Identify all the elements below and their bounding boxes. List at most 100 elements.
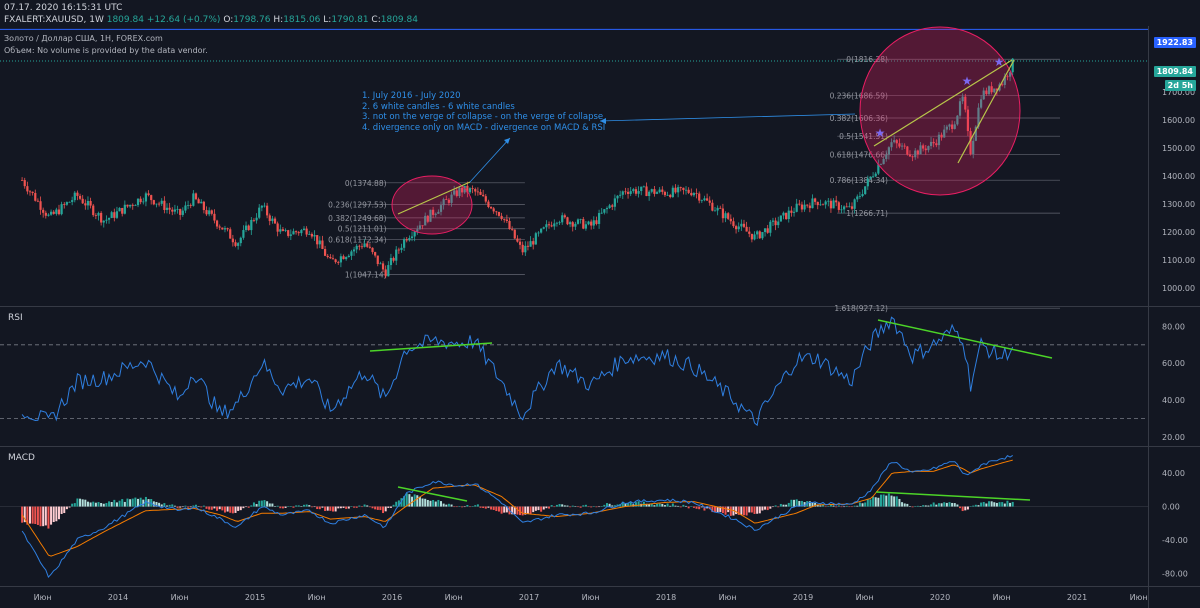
macd-histogram-bar (998, 502, 1001, 507)
candle-body (426, 215, 429, 222)
candle-body (260, 205, 263, 208)
macd-histogram-bar (861, 503, 864, 507)
candle-body (853, 199, 856, 209)
time-axis-tick-label: Июн (1130, 593, 1148, 602)
candle-body (192, 193, 195, 206)
macd-histogram-bar (468, 506, 471, 508)
macd-histogram-bar (137, 498, 140, 507)
candle-body (763, 228, 767, 233)
candle-body (113, 212, 116, 218)
macd-histogram-bar (890, 495, 893, 507)
macd-histogram-bar (192, 505, 195, 507)
candle-body (748, 231, 751, 234)
time-axis-tick-label: Июн (582, 593, 600, 602)
candle-body (587, 221, 590, 225)
candle-body (653, 189, 656, 194)
candle-body (297, 232, 300, 234)
macd-histogram-bar (81, 499, 84, 507)
macd-histogram-bar (595, 506, 598, 508)
candle-body (713, 210, 717, 212)
fib-level-label: 0(1816.28) (846, 55, 888, 64)
macd-histogram-bar (382, 506, 385, 514)
candle-body (980, 99, 983, 108)
candle-body (189, 205, 192, 207)
candle-body (721, 208, 725, 219)
macd-histogram-bar (292, 506, 295, 508)
macd-histogram-bar (200, 506, 203, 508)
macd-histogram-bar (919, 506, 922, 507)
macd-histogram-bar (168, 504, 171, 507)
macd-histogram-bar (582, 505, 585, 507)
trendline (873, 59, 1013, 147)
macd-histogram-bar (513, 506, 516, 515)
candle-body (408, 238, 411, 241)
candle-body (271, 218, 274, 222)
macd-histogram-bar (42, 506, 45, 527)
candle-body (513, 229, 516, 239)
candle-body (213, 213, 216, 221)
macd-histogram-bar (371, 506, 374, 509)
countdown-tag: 2d 5h (1164, 80, 1196, 91)
macd-histogram-bar (534, 506, 537, 511)
candle-body (160, 200, 163, 204)
candle-body (73, 192, 76, 201)
macd-histogram-bar (766, 506, 769, 511)
candle-body (732, 221, 735, 227)
macd-histogram-bar (648, 504, 651, 507)
time-axis-tick-label: 2020 (930, 593, 950, 602)
macd-histogram-bar (642, 501, 645, 507)
candle-body (922, 145, 925, 149)
candle-body (284, 230, 287, 231)
macd-histogram-bar (603, 504, 606, 507)
macd-histogram-bar (450, 504, 453, 507)
candle-body (484, 196, 487, 202)
macd-histogram-bar (89, 502, 92, 507)
macd-histogram-bar (816, 504, 819, 507)
candle-body (982, 90, 985, 100)
macd-histogram-bar (250, 505, 253, 507)
macd-histogram-bar (982, 501, 985, 507)
macd-histogram-bar (1003, 503, 1006, 507)
macd-histogram-bar (798, 500, 801, 507)
macd-histogram-bar (68, 506, 71, 508)
time-axis-tick-label: Июн (856, 593, 874, 602)
candle-body (756, 231, 759, 235)
macd-histogram-bar (284, 506, 287, 508)
macd-histogram-bar (874, 497, 877, 507)
candle-body (708, 200, 711, 203)
candle-body (597, 213, 601, 224)
macd-histogram-bar (795, 499, 798, 507)
candle-body (824, 201, 827, 205)
macd-histogram-bar (247, 506, 250, 508)
candle-body (71, 200, 74, 202)
candle-body (186, 205, 190, 207)
macd-histogram-bar (574, 506, 577, 507)
candle-body (144, 193, 148, 202)
candle-body (387, 265, 390, 277)
candle-body (595, 220, 598, 224)
candle-body (479, 191, 482, 195)
macd-histogram-bar (305, 504, 308, 507)
fib-level-label: 0.382(1249.68) (328, 214, 386, 223)
macd-histogram-bar (714, 506, 717, 513)
candle-body (951, 124, 954, 129)
macd-histogram-bar (94, 502, 97, 507)
candle-body (545, 224, 548, 228)
candle-body (737, 226, 740, 230)
candle-body (310, 233, 314, 237)
candle-body (845, 206, 848, 208)
macd-histogram-bar (519, 506, 522, 516)
macd-histogram-bar (113, 499, 116, 507)
candle-body (716, 207, 719, 211)
macd-panel-label: MACD (8, 453, 35, 463)
candle-body (511, 228, 514, 230)
candle-body (542, 227, 545, 229)
candle-body (368, 246, 371, 248)
macd-histogram-bar (350, 506, 353, 507)
macd-histogram-bar (824, 506, 827, 508)
macd-histogram-bar (384, 506, 387, 512)
candle-body (100, 212, 103, 223)
candle-body (239, 237, 242, 244)
star-marker: ★ (994, 55, 1005, 69)
